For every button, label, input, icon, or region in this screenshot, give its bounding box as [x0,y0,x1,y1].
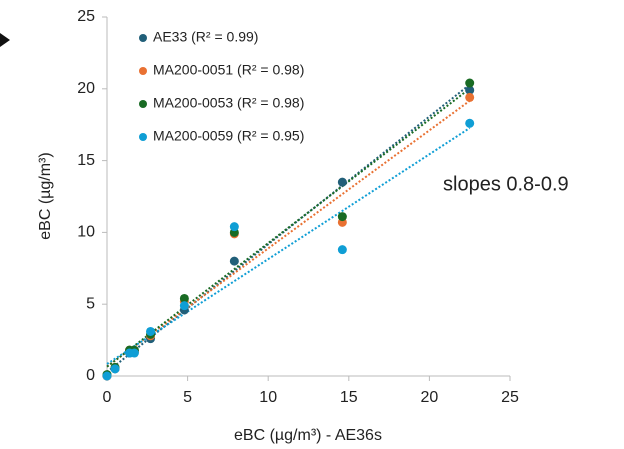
legend-label: MA200-0059 (R² = 0.95) [153,128,304,144]
trendline [106,100,471,368]
y-axis-label: eBC (µg/m³) [37,152,54,239]
x-tick-label: 5 [183,389,192,406]
legend-label: AE33 (R² = 0.99) [153,29,258,45]
x-tick-label: 10 [259,389,277,406]
x-tick-label: 15 [340,389,358,406]
y-tick-label: 10 [77,224,95,241]
legend-label: MA200-0053 (R² = 0.98) [153,95,304,111]
point [337,177,347,187]
y-tick-label: 25 [77,8,95,25]
point [465,85,475,95]
point [229,222,239,232]
legend-marker [139,100,147,108]
x-tick-label: 25 [501,389,519,406]
point [179,301,189,311]
annotation: slopes 0.8-0.9 [443,173,569,195]
point [465,78,475,88]
legend-marker [139,34,147,42]
y-tick-label: 0 [86,367,95,384]
point [229,256,239,266]
point [337,212,347,222]
point [465,118,475,128]
trendline [106,127,471,365]
point [102,371,112,381]
y-tick-label: 20 [77,80,95,97]
point [110,364,120,374]
y-tick-label: 15 [77,152,95,169]
x-axis-label: eBC (µg/m³) - AE36s [234,427,382,444]
point [337,245,347,255]
legend-label: MA200-0051 (R² = 0.98) [153,62,304,78]
point [465,92,475,102]
point [129,348,139,358]
arrow-head [0,33,10,47]
x-tick-label: 20 [421,389,439,406]
point [179,293,189,303]
legend-marker [139,133,147,141]
y-tick-label: 5 [86,295,95,312]
point [146,326,156,336]
trendline [106,87,471,368]
x-tick-label: 0 [103,389,112,406]
legend-marker [139,67,147,75]
